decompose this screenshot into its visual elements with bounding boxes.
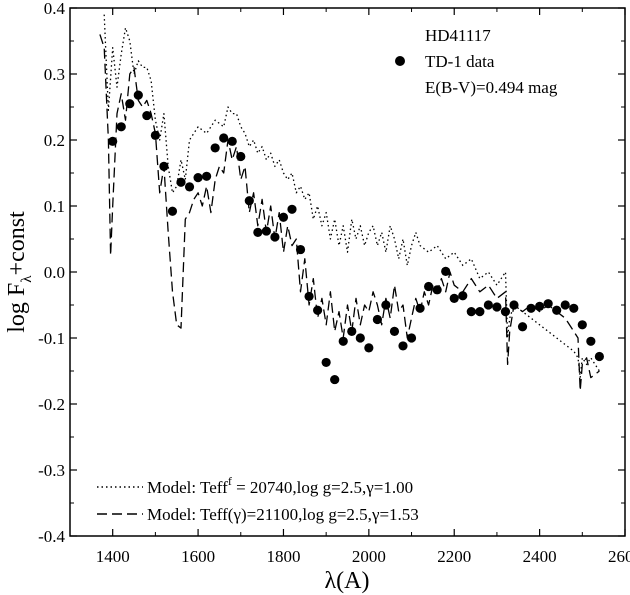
annotation-reddening: E(B-V)=0.494 mag: [425, 78, 558, 97]
y-tick-label: -0.3: [38, 461, 65, 480]
data-point: [586, 336, 596, 346]
data-point: [569, 303, 579, 313]
data-point: [202, 171, 212, 181]
data-point: [244, 196, 254, 206]
data-point: [424, 281, 434, 292]
legend: Model: Tefff = 20740,log g=2.5,γ=1.00 Mo…: [97, 474, 419, 524]
y-axis-title: log Fλ+const: [4, 211, 35, 333]
data-point: [321, 357, 331, 368]
legend-dashed-part-3: =1.53: [379, 505, 418, 524]
x-tick-label: 2000: [352, 547, 386, 566]
data-point: [483, 300, 493, 310]
legend-dotted-gamma: γ: [365, 478, 374, 497]
y-tick-label: -0.1: [38, 329, 65, 348]
legend-dotted-part-1: Model: Teff: [147, 478, 228, 497]
annotation-star: HD41117: [425, 26, 491, 45]
data-point: [184, 182, 195, 192]
data-point: [227, 136, 237, 146]
data-point: [406, 333, 417, 343]
data-point: [594, 351, 604, 362]
data-point: [287, 204, 297, 214]
x-tick-label: 2200: [437, 547, 471, 566]
y-tick-label: 0.3: [44, 65, 65, 84]
y-axis-title-subscript: λ: [19, 275, 35, 283]
x-tick-label: 1600: [181, 547, 215, 566]
y-tick-label: -0.2: [38, 395, 65, 414]
data-point: [500, 307, 511, 317]
data-point: [116, 122, 126, 132]
y-axis-title-text: log Fλ+const: [4, 211, 35, 333]
data-point: [492, 302, 502, 312]
data-point: [466, 307, 476, 317]
data-point: [330, 374, 340, 385]
data-point: [338, 336, 348, 346]
legend-dashed-part-1: Model: Teff(: [147, 505, 234, 524]
legend-dashed-part-2: )=21100,log g=2.5,: [241, 505, 372, 524]
data-point: [475, 307, 485, 317]
series-layer: [99, 14, 604, 392]
legend-dotted-label: Model: Tefff = 20740,log g=2.5,γ=1.00: [147, 474, 413, 497]
data-point: [441, 266, 451, 276]
data-point: [389, 326, 400, 336]
legend-dotted-part-2: = 20740,log g=2.5,: [232, 478, 366, 497]
data-point: [133, 90, 143, 100]
legend-dotted-superscript: f: [228, 474, 232, 488]
y-axis-title-suffix: +const: [4, 211, 30, 276]
data-point: [355, 333, 365, 343]
data-point: [560, 300, 570, 310]
data-point: [210, 143, 220, 153]
legend-dashed-label: Model: Teff(γ)=21100,log g=2.5,γ=1.53: [147, 505, 419, 524]
data-point: [142, 110, 152, 121]
y-tick-label: 0.1: [44, 197, 65, 216]
data-point: [295, 244, 306, 255]
y-tick-label: 0.2: [44, 131, 65, 150]
legend-dashed-gamma-1: γ: [232, 505, 241, 524]
data-point: [449, 293, 459, 303]
annotation-data-label: TD-1 data: [425, 52, 495, 71]
data-point: [398, 341, 408, 351]
y-tick-label: -0.4: [38, 527, 65, 546]
data-point: [577, 320, 587, 330]
model-line-dotted: [103, 14, 600, 379]
data-point: [167, 206, 178, 216]
data-point: [176, 177, 186, 187]
data-point: [458, 291, 468, 301]
data-point: [278, 212, 289, 222]
model-line-dashed: [99, 34, 600, 392]
data-point: [150, 130, 160, 140]
data-point: [364, 343, 374, 353]
x-tick-label: 2400: [523, 547, 557, 566]
data-point: [193, 173, 203, 183]
legend-dashed-gamma-2: γ: [371, 505, 380, 524]
annotation-data-marker: [395, 56, 405, 66]
y-tick-label: 0.4: [44, 0, 66, 18]
x-axis-title: λ(A): [325, 568, 370, 594]
data-point: [517, 322, 528, 332]
data-point: [253, 227, 263, 237]
data-point: [381, 300, 391, 310]
legend-dotted-part-3: =1.00: [374, 478, 413, 497]
data-point: [219, 133, 229, 143]
x-tick-label: 1800: [266, 547, 300, 566]
data-point: [535, 301, 545, 311]
y-tick-label: 0.0: [44, 263, 65, 282]
x-tick-label: 1400: [96, 547, 130, 566]
